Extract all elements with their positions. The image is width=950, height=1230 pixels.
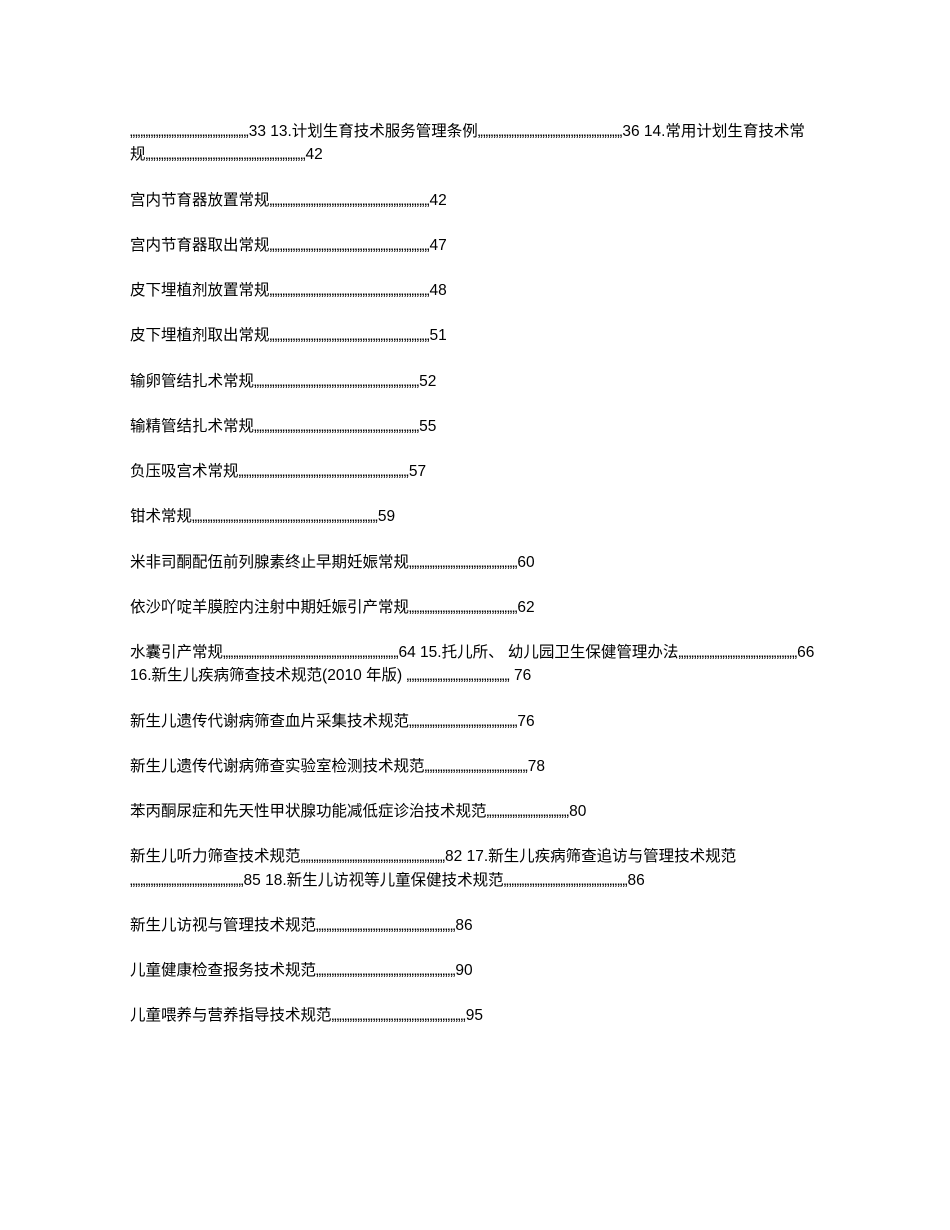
toc-entry: 宫内节育器取出常规„„„„„„„„„„„„„„„„„„„„„„„„„„„„„„„… xyxy=(130,234,820,257)
toc-text: 水囊引产常规„„„„„„„„„„„„„„„„„„„„„„„„„„„„„„„„„„… xyxy=(130,644,814,684)
toc-text: 新生儿听力筛查技术规范„„„„„„„„„„„„„„„„„„„„„„„„„„„„8… xyxy=(130,848,736,888)
toc-text: 新生儿遗传代谢病筛查实验室检测技术规范„„„„„„„„„„„„„„„„„„„„7… xyxy=(130,758,545,775)
toc-text: 儿童健康检查报务技术规范„„„„„„„„„„„„„„„„„„„„„„„„„„„9… xyxy=(130,962,473,979)
toc-text: 负压吸宫术常规„„„„„„„„„„„„„„„„„„„„„„„„„„„„„„„„„… xyxy=(130,463,426,480)
toc-entry: 皮下埋植剂放置常规„„„„„„„„„„„„„„„„„„„„„„„„„„„„„„„… xyxy=(130,279,820,302)
toc-entry: 依沙吖啶羊膜腔内注射中期妊娠引产常规„„„„„„„„„„„„„„„„„„„„„6… xyxy=(130,596,820,619)
toc-text: 皮下埋植剂取出常规„„„„„„„„„„„„„„„„„„„„„„„„„„„„„„„… xyxy=(130,327,447,344)
toc-entry: 新生儿遗传代谢病筛查血片采集技术规范„„„„„„„„„„„„„„„„„„„„„7… xyxy=(130,710,820,733)
toc-entry: 新生儿访视与管理技术规范„„„„„„„„„„„„„„„„„„„„„„„„„„„8… xyxy=(130,914,820,937)
toc-entry: 儿童喂养与营养指导技术规范„„„„„„„„„„„„„„„„„„„„„„„„„„9… xyxy=(130,1004,820,1027)
toc-text: 新生儿遗传代谢病筛查血片采集技术规范„„„„„„„„„„„„„„„„„„„„„7… xyxy=(130,713,535,730)
toc-text: 输精管结扎术常规„„„„„„„„„„„„„„„„„„„„„„„„„„„„„„„„… xyxy=(130,418,436,435)
toc-entry: 苯丙酮尿症和先天性甲状腺功能减低症诊治技术规范„„„„„„„„„„„„„„„„8… xyxy=(130,800,820,823)
toc-text: 新生儿访视与管理技术规范„„„„„„„„„„„„„„„„„„„„„„„„„„„8… xyxy=(130,917,473,934)
document-page: „„„„„„„„„„„„„„„„„„„„„„„33 13.计划生育技术服务管理条… xyxy=(0,0,950,1110)
toc-entry: 输卵管结扎术常规„„„„„„„„„„„„„„„„„„„„„„„„„„„„„„„„… xyxy=(130,370,820,393)
toc-entry: 新生儿遗传代谢病筛查实验室检测技术规范„„„„„„„„„„„„„„„„„„„„7… xyxy=(130,755,820,778)
toc-text: 宫内节育器放置常规„„„„„„„„„„„„„„„„„„„„„„„„„„„„„„„… xyxy=(130,192,447,209)
toc-text: 钳术常规„„„„„„„„„„„„„„„„„„„„„„„„„„„„„„„„„„„„… xyxy=(130,508,395,525)
toc-entry: 水囊引产常规„„„„„„„„„„„„„„„„„„„„„„„„„„„„„„„„„„… xyxy=(130,641,820,688)
toc-entry: 儿童健康检查报务技术规范„„„„„„„„„„„„„„„„„„„„„„„„„„„9… xyxy=(130,959,820,982)
toc-text: 苯丙酮尿症和先天性甲状腺功能减低症诊治技术规范„„„„„„„„„„„„„„„„8… xyxy=(130,803,586,820)
toc-text: 米非司酮配伍前列腺素终止早期妊娠常规„„„„„„„„„„„„„„„„„„„„„6… xyxy=(130,554,535,571)
toc-text: 输卵管结扎术常规„„„„„„„„„„„„„„„„„„„„„„„„„„„„„„„„… xyxy=(130,373,436,390)
toc-text: 宫内节育器取出常规„„„„„„„„„„„„„„„„„„„„„„„„„„„„„„„… xyxy=(130,237,447,254)
toc-text: 皮下埋植剂放置常规„„„„„„„„„„„„„„„„„„„„„„„„„„„„„„„… xyxy=(130,282,447,299)
toc-entry: 负压吸宫术常规„„„„„„„„„„„„„„„„„„„„„„„„„„„„„„„„„… xyxy=(130,460,820,483)
toc-entry: 皮下埋植剂取出常规„„„„„„„„„„„„„„„„„„„„„„„„„„„„„„„… xyxy=(130,324,820,347)
toc-entry: 钳术常规„„„„„„„„„„„„„„„„„„„„„„„„„„„„„„„„„„„„… xyxy=(130,505,820,528)
toc-entry: 米非司酮配伍前列腺素终止早期妊娠常规„„„„„„„„„„„„„„„„„„„„„6… xyxy=(130,551,820,574)
toc-text: „„„„„„„„„„„„„„„„„„„„„„„33 13.计划生育技术服务管理条… xyxy=(130,123,805,163)
toc-entry: 新生儿听力筛查技术规范„„„„„„„„„„„„„„„„„„„„„„„„„„„„8… xyxy=(130,845,820,892)
toc-text: 儿童喂养与营养指导技术规范„„„„„„„„„„„„„„„„„„„„„„„„„„9… xyxy=(130,1007,483,1024)
toc-entry: 输精管结扎术常规„„„„„„„„„„„„„„„„„„„„„„„„„„„„„„„„… xyxy=(130,415,820,438)
toc-entry: „„„„„„„„„„„„„„„„„„„„„„„33 13.计划生育技术服务管理条… xyxy=(130,120,820,167)
toc-entry: 宫内节育器放置常规„„„„„„„„„„„„„„„„„„„„„„„„„„„„„„„… xyxy=(130,189,820,212)
toc-text: 依沙吖啶羊膜腔内注射中期妊娠引产常规„„„„„„„„„„„„„„„„„„„„„6… xyxy=(130,599,535,616)
